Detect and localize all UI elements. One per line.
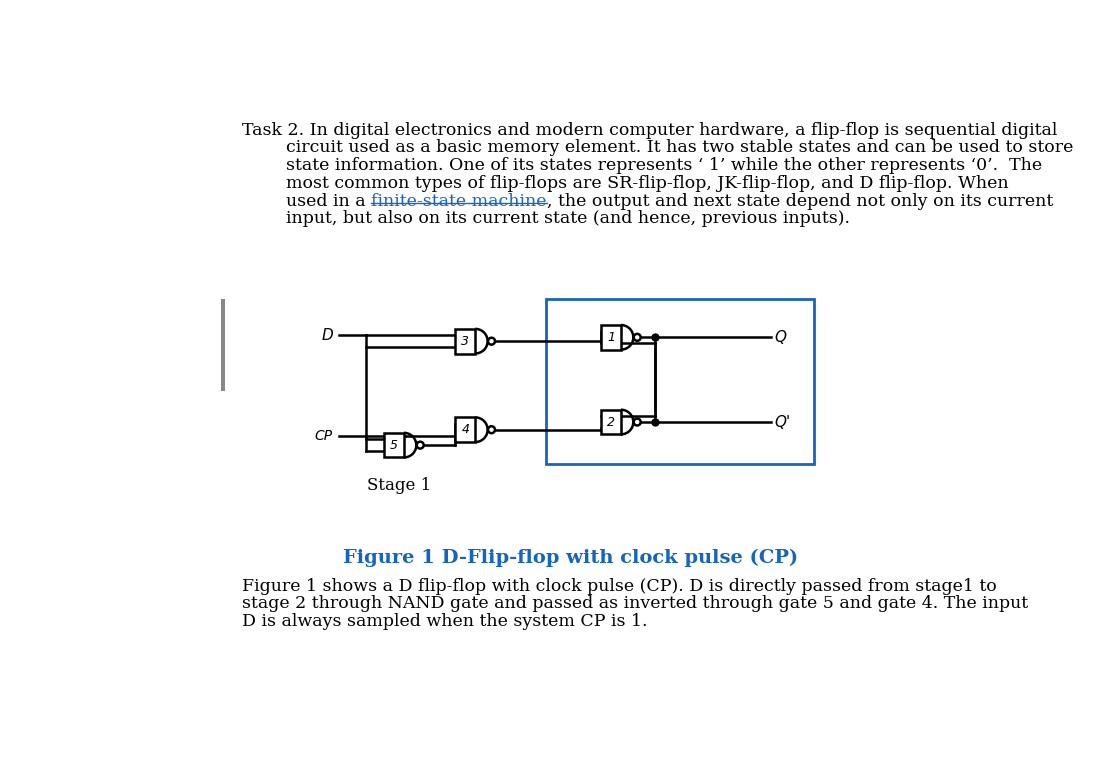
Bar	[546, 299, 813, 465]
Circle shape	[488, 427, 495, 434]
Bar	[456, 417, 476, 442]
Text: Task 2. In digital electronics and modern computer hardware, a flip-flop is sequ: Task 2. In digital electronics and moder…	[243, 122, 1057, 139]
Text: 1: 1	[607, 331, 615, 344]
Text: input, but also on its current state (and hence, previous inputs).: input, but also on its current state (an…	[243, 211, 850, 228]
Text: 3: 3	[461, 335, 469, 347]
Text: finite-state machine: finite-state machine	[371, 193, 547, 210]
Bar	[456, 329, 476, 354]
Text: CP: CP	[315, 429, 333, 443]
Text: D is always sampled when the system CP is 1.: D is always sampled when the system CP i…	[243, 613, 648, 630]
Bar	[221, 299, 225, 392]
Text: stage 2 through NAND gate and passed as inverted through gate 5 and gate 4. The : stage 2 through NAND gate and passed as …	[243, 595, 1028, 612]
Text: Figure 1 shows a D flip-flop with clock pulse (CP). D is directly passed from st: Figure 1 shows a D flip-flop with clock …	[243, 577, 997, 594]
Text: 5: 5	[390, 439, 398, 451]
Text: most common types of flip-flops are SR-flip-flop, JK-flip-flop, and D flip-flop.: most common types of flip-flops are SR-f…	[243, 175, 1009, 192]
Text: state information. One of its states represents ‘ 1’ while the other represents : state information. One of its states rep…	[243, 157, 1043, 174]
Bar	[602, 325, 620, 350]
Text: Stage 1: Stage 1	[367, 478, 431, 494]
Text: circuit used as a basic memory element. It has two stable states and can be used: circuit used as a basic memory element. …	[243, 139, 1074, 156]
Text: Q': Q'	[774, 415, 791, 430]
Circle shape	[417, 441, 423, 448]
Bar	[384, 433, 404, 458]
Text: , the output and next state depend not only on its current: , the output and next state depend not o…	[547, 193, 1053, 210]
Text: Figure 1 D-Flip-flop with clock pulse (CP): Figure 1 D-Flip-flop with clock pulse (C…	[343, 549, 799, 567]
Circle shape	[634, 334, 641, 341]
Circle shape	[488, 338, 495, 345]
Text: used in a: used in a	[243, 193, 371, 210]
Text: 2: 2	[607, 416, 615, 429]
Text: Q: Q	[774, 329, 786, 345]
Text: 4: 4	[461, 423, 469, 436]
Circle shape	[634, 419, 641, 426]
Text: D: D	[321, 328, 333, 343]
Bar	[602, 409, 620, 434]
